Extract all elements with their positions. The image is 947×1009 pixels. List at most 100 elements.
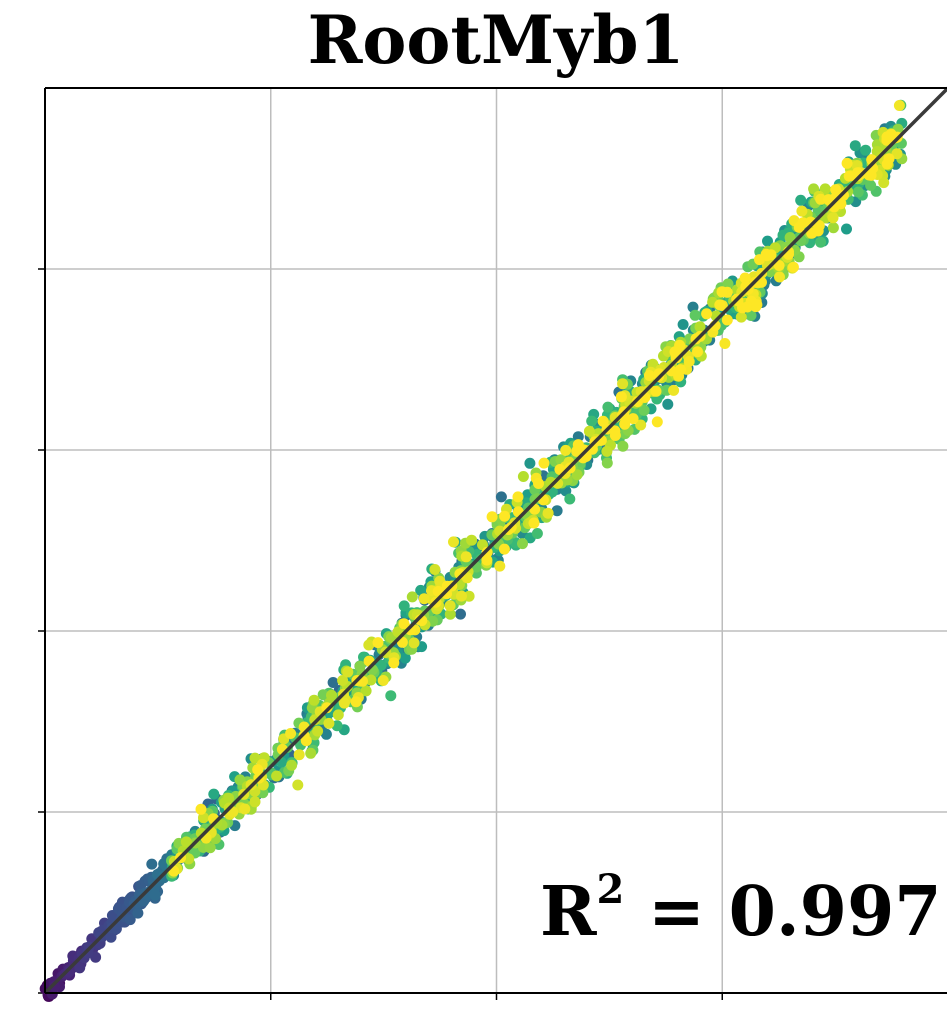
- data-point: [195, 803, 207, 815]
- data-point: [572, 431, 584, 443]
- data-point: [683, 356, 695, 367]
- data-point: [675, 364, 686, 376]
- data-point: [448, 536, 459, 548]
- data-point: [571, 469, 583, 481]
- data-point: [815, 193, 827, 205]
- reference-line: [43, 86, 947, 995]
- data-point: [852, 186, 864, 198]
- data-point: [841, 157, 853, 169]
- r-squared-exponent: 2: [596, 866, 625, 914]
- data-point: [528, 517, 540, 529]
- data-point: [773, 260, 785, 271]
- data-point: [795, 194, 807, 206]
- data-point: [342, 666, 354, 678]
- data-point: [418, 593, 430, 605]
- data-point: [305, 747, 317, 759]
- data-point: [662, 398, 674, 410]
- data-point: [551, 505, 563, 517]
- data-point: [320, 728, 332, 740]
- data-point: [124, 914, 136, 926]
- data-point: [308, 694, 320, 706]
- data-point: [415, 584, 427, 596]
- data-point: [714, 299, 726, 311]
- data-point: [309, 714, 321, 726]
- data-point: [617, 440, 629, 452]
- data-point: [234, 774, 246, 786]
- data-point: [456, 590, 467, 602]
- data-point: [332, 709, 344, 721]
- data-point: [787, 261, 799, 273]
- data-point: [635, 419, 647, 431]
- data-point: [865, 179, 877, 191]
- data-point: [754, 254, 765, 266]
- data-point: [762, 235, 773, 247]
- data-point: [694, 321, 706, 333]
- data-point: [323, 717, 335, 729]
- data-point: [406, 591, 418, 603]
- data-point: [827, 222, 839, 234]
- data-point: [365, 674, 377, 686]
- data-point: [460, 551, 472, 563]
- data-point: [602, 401, 614, 413]
- data-point: [327, 677, 339, 688]
- data-point: [533, 478, 544, 489]
- data-point: [414, 614, 426, 626]
- data-point: [601, 445, 613, 457]
- data-point: [538, 457, 550, 469]
- chart-title: RootMyb1: [307, 1, 685, 79]
- data-point: [721, 314, 733, 326]
- data-point: [317, 689, 329, 701]
- data-point: [819, 183, 831, 195]
- data-point: [375, 659, 387, 671]
- data-point: [180, 836, 192, 848]
- data-point: [360, 685, 372, 697]
- data-point: [481, 554, 493, 566]
- data-point: [796, 205, 808, 217]
- data-point: [586, 415, 598, 427]
- data-point: [350, 696, 362, 708]
- data-point: [249, 796, 261, 808]
- data-point: [388, 657, 400, 669]
- data-point: [463, 590, 475, 602]
- data-point: [149, 889, 161, 901]
- data-point: [677, 319, 689, 330]
- data-point: [385, 690, 397, 702]
- r-squared-value: = 0.997: [624, 872, 942, 952]
- data-point: [827, 212, 839, 224]
- r-squared-annotation: R2 = 0.997: [540, 870, 942, 946]
- data-point: [601, 457, 613, 469]
- data-point: [285, 728, 297, 739]
- data-points: [39, 99, 908, 1002]
- data-point: [891, 148, 903, 160]
- data-point: [841, 223, 852, 235]
- data-point: [429, 564, 441, 575]
- data-point: [512, 491, 524, 503]
- data-point: [223, 792, 235, 804]
- data-point: [399, 652, 411, 664]
- data-point: [63, 966, 75, 978]
- data-point: [198, 812, 209, 824]
- data-point: [531, 528, 543, 539]
- data-point: [517, 471, 529, 482]
- data-point: [739, 272, 751, 284]
- data-point: [517, 538, 528, 550]
- data-point: [372, 637, 384, 649]
- data-point: [524, 457, 536, 469]
- data-point: [701, 308, 713, 320]
- data-point: [466, 534, 478, 546]
- data-point: [498, 543, 510, 555]
- data-point: [893, 100, 905, 111]
- data-point: [494, 560, 506, 572]
- data-point: [722, 278, 734, 290]
- data-point: [881, 158, 893, 170]
- data-point: [444, 608, 456, 620]
- data-point: [745, 310, 757, 321]
- data-point: [252, 764, 264, 776]
- data-point: [812, 225, 824, 237]
- data-point: [815, 236, 827, 248]
- data-point: [741, 301, 753, 313]
- data-point: [617, 378, 629, 390]
- data-point: [597, 415, 609, 427]
- data-point: [312, 725, 324, 737]
